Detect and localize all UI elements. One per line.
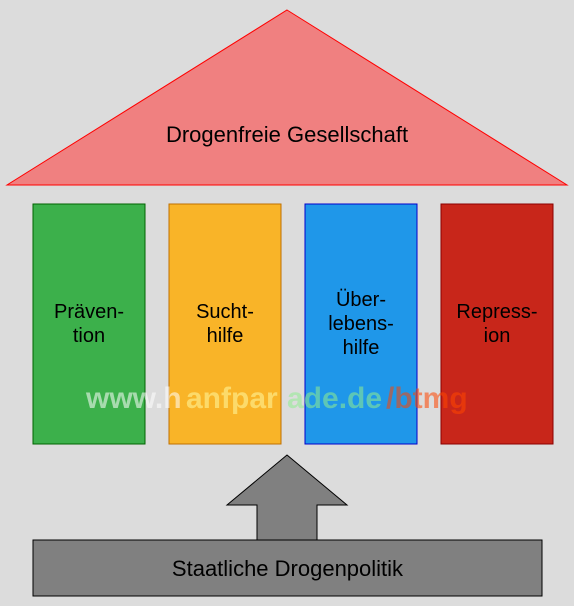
watermark-seg-0: www.h <box>85 382 182 415</box>
watermark: www.hanfpar ade.de/btmg <box>85 382 468 415</box>
base-label: Staatliche Drogenpolitik <box>172 556 404 581</box>
pillar-0-label-line-0: Präven- <box>54 301 124 323</box>
watermark-seg-3: /btmg <box>386 382 468 415</box>
watermark-seg-2: ade.de <box>287 382 382 415</box>
pillar-1-label-line-1: hilfe <box>207 325 244 347</box>
watermark-seg-1: anfpar <box>186 382 278 415</box>
pillar-3-label-line-0: Repress- <box>456 301 537 323</box>
pillar-0-label-line-1: tion <box>73 325 105 347</box>
pillar-1-label-line-0: Sucht- <box>196 301 254 323</box>
pillar-2-label-line-2: hilfe <box>343 337 380 359</box>
pillar-2-label-line-1: lebens- <box>328 313 394 335</box>
pillar-2-label-line-0: Über- <box>336 289 386 311</box>
pillar-3-label-line-1: ion <box>484 325 511 347</box>
roof-label: Drogenfreie Gesellschaft <box>166 122 408 147</box>
